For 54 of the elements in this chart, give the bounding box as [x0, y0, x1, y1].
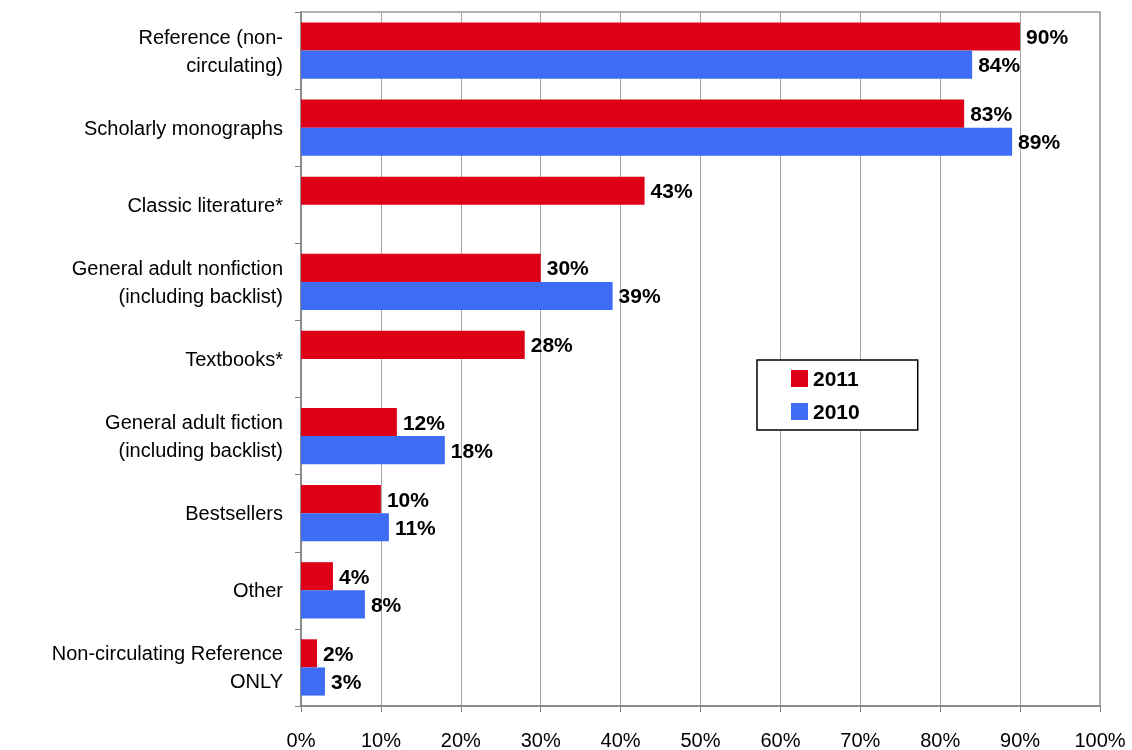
x-tick-label: 50%: [680, 729, 721, 750]
data-label: 90%: [1026, 24, 1069, 48]
data-label: 2%: [322, 641, 354, 665]
data-label: 8%: [370, 592, 402, 616]
data-label: 89%: [1018, 130, 1061, 154]
bar: [301, 253, 541, 282]
bar: [301, 127, 1013, 156]
data-label: 4%: [338, 564, 370, 588]
y-tick-label: Bestsellers: [185, 502, 283, 525]
bar: [301, 50, 973, 79]
bar: [301, 436, 445, 465]
y-tick-label: General adult nonfiction (including backlist): [71, 256, 283, 307]
y-tick-label: Non-circulating Reference ONLY: [51, 642, 283, 693]
data-label: 11%: [394, 515, 437, 539]
bar: [301, 407, 397, 437]
bar: [301, 99, 965, 128]
bar: [301, 667, 325, 696]
data-label: 30%: [546, 256, 590, 280]
data-label: 3%: [330, 670, 362, 694]
x-tick-label: 60%: [760, 729, 801, 750]
y-tick-label: Other: [232, 579, 284, 602]
legend-label: 2011: [813, 367, 859, 390]
data-label: 83%: [970, 102, 1013, 126]
data-label: 10%: [386, 487, 430, 511]
y-tick-label: Reference (non- circulating): [138, 25, 283, 76]
x-tick-label: 100%: [1074, 729, 1126, 750]
x-tick-label: 10%: [360, 729, 402, 750]
y-tick-label: General adult fiction (including backlist): [105, 411, 283, 462]
data-label: 84%: [978, 53, 1021, 77]
data-label: 28%: [530, 333, 574, 357]
bar: [301, 513, 389, 542]
x-tick-label: 80%: [920, 729, 961, 750]
y-tick-label: Scholarly monographs: [84, 116, 283, 139]
legend-label: 2010: [813, 400, 860, 423]
x-tick-label: 20%: [440, 729, 482, 750]
bar: [301, 176, 645, 205]
bar: [301, 562, 333, 591]
x-tick-label: 90%: [1000, 729, 1041, 750]
y-tick-label: Textbooks*: [185, 348, 284, 370]
x-tick-label: 70%: [840, 729, 881, 750]
bar: [301, 639, 317, 668]
bar: [301, 281, 613, 311]
x-tick-label: 0%: [286, 729, 316, 750]
x-tick-label: 40%: [600, 729, 641, 750]
x-tick-label: 30%: [520, 729, 561, 750]
bar: [301, 22, 1021, 51]
bar: [301, 330, 525, 359]
data-label: 39%: [618, 284, 661, 308]
data-label: 18%: [450, 438, 494, 462]
data-label: 43%: [650, 179, 693, 203]
bar: [301, 590, 365, 619]
data-label: 12%: [402, 410, 446, 434]
y-tick-label: Classic literature*: [127, 193, 284, 216]
bar: [301, 485, 381, 514]
